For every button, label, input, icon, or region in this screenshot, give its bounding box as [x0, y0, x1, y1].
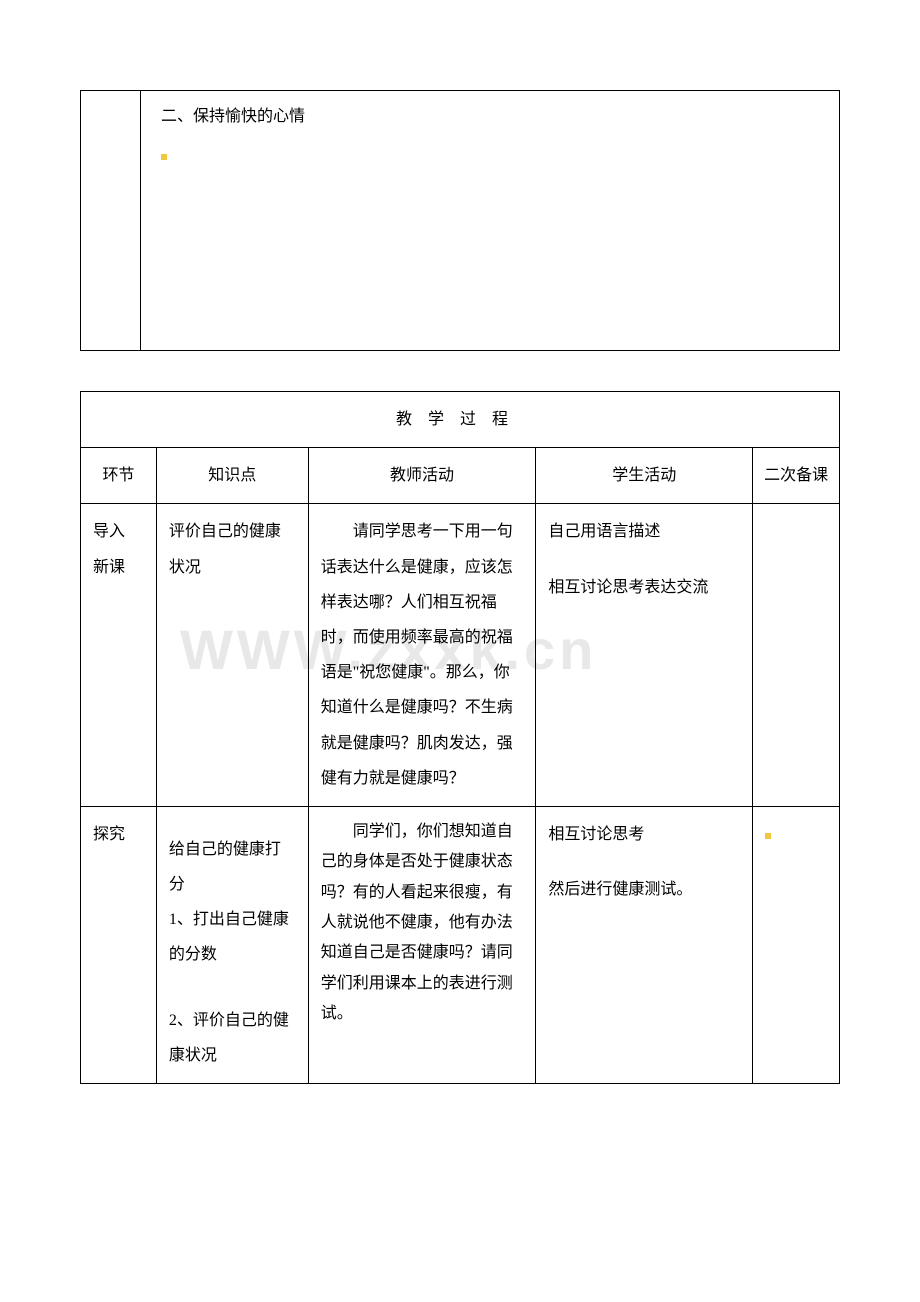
upper-table: 二、保持愉快的心情	[80, 90, 840, 351]
student-line2: 相互讨论思考表达交流	[548, 570, 740, 605]
row2-teacher: 同学们，你们想知道自己的身体是否处于健康状态吗？有的人看起来很瘦，有人就说他不健…	[308, 806, 536, 1083]
row2-student: 相互讨论思考 然后进行健康测试。	[536, 806, 753, 1083]
stage-text: 导入新课	[93, 514, 144, 584]
row1-student: 自己用语言描述 相互讨论思考表达交流	[536, 504, 753, 807]
upper-right-cell: 二、保持愉快的心情	[141, 91, 840, 351]
knowledge-l3: 2、评价自己的健康状况	[169, 1003, 296, 1073]
row2-stage: 探究	[81, 806, 157, 1083]
row1-knowledge: 评价自己的健康状况	[156, 504, 308, 807]
teacher-text: 同学们，你们想知道自己的身体是否处于健康状态吗？有的人看起来很瘦，有人就说他不健…	[321, 817, 524, 1030]
knowledge-l2: 1、打出自己健康的分数	[169, 902, 296, 972]
teacher-text: 请同学思考一下用一句话表达什么是健康，应该怎样表达哪？人们相互祝福时，而使用频率…	[321, 514, 524, 796]
upper-left-cell	[81, 91, 141, 351]
table-row: 探究 给自己的健康打分 1、打出自己健康的分数 2、评价自己的健康状况 同学们，…	[81, 806, 840, 1083]
row1-notes	[753, 504, 840, 807]
row1-teacher: 请同学思考一下用一句话表达什么是健康，应该怎样表达哪？人们相互祝福时，而使用频率…	[308, 504, 536, 807]
student-line1: 自己用语言描述	[548, 514, 740, 549]
header-notes: 二次备课	[753, 448, 840, 504]
decorative-dot	[765, 833, 771, 839]
header-teacher: 教师活动	[308, 448, 536, 504]
header-knowledge: 知识点	[156, 448, 308, 504]
decorative-dot	[161, 142, 819, 171]
row1-stage: 导入新课	[81, 504, 157, 807]
student-line1: 相互讨论思考	[548, 817, 740, 852]
row2-notes	[753, 806, 840, 1083]
knowledge-l1: 给自己的健康打分	[169, 832, 296, 902]
student-line2: 然后进行健康测试。	[548, 872, 740, 907]
upper-text-line: 二、保持愉快的心情	[161, 103, 819, 132]
header-student: 学生活动	[536, 448, 753, 504]
lower-table: 教学过程 环节 知识点 教师活动 学生活动 二次备课 导入新课 评价自己的健康状…	[80, 391, 840, 1084]
row2-knowledge: 给自己的健康打分 1、打出自己健康的分数 2、评价自己的健康状况	[156, 806, 308, 1083]
table-title: 教学过程	[81, 392, 840, 448]
header-stage: 环节	[81, 448, 157, 504]
table-row: 导入新课 评价自己的健康状况 请同学思考一下用一句话表达什么是健康，应该怎样表达…	[81, 504, 840, 807]
